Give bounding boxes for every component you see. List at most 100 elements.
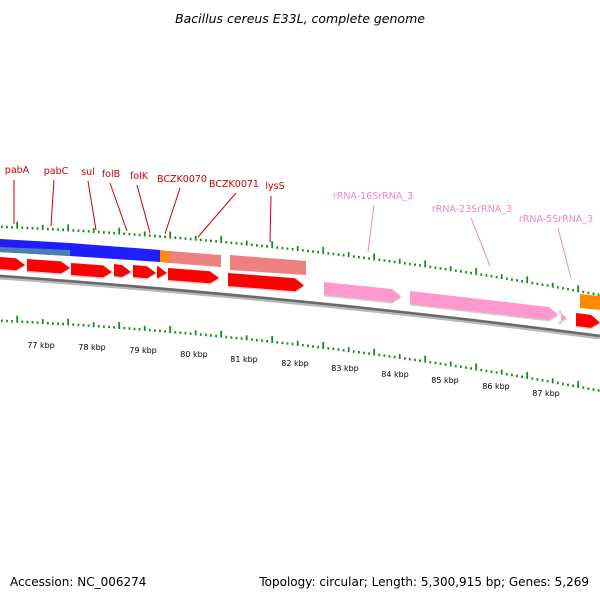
inner-tick [11, 320, 13, 323]
outer-tick [577, 285, 580, 293]
inner-tick [67, 318, 70, 326]
outer-tick [240, 242, 243, 246]
outer-tick [460, 270, 462, 273]
outer-tick [286, 247, 289, 250]
inner-tick [36, 321, 39, 324]
cds-arrow [71, 263, 112, 279]
outer-tick [97, 230, 100, 234]
inner-tick [490, 370, 493, 373]
inner-tick [87, 324, 90, 327]
outer-tick [521, 279, 523, 283]
outer-tick [6, 225, 8, 229]
cog-block-salmon-2 [230, 255, 306, 275]
cds-arrow [114, 264, 131, 279]
outer-tick [444, 267, 447, 271]
outer-tick [317, 250, 319, 254]
outer-tick [26, 226, 29, 230]
outer-tick [199, 238, 202, 242]
feature-label: pabA [5, 165, 30, 176]
inner-tick [572, 384, 574, 388]
inner-tick [296, 340, 299, 346]
scale-label: 87 kbp [532, 389, 560, 398]
outer-tick [490, 274, 493, 278]
inner-tick [577, 380, 580, 388]
outer-tick [332, 252, 335, 256]
outer-tick [347, 252, 350, 258]
scale-label: 79 kbp [129, 346, 157, 355]
outer-tick [179, 236, 182, 240]
inner-tick [312, 345, 314, 348]
inner-tick [485, 369, 488, 373]
inner-tick [393, 355, 396, 359]
outer-tick [312, 250, 314, 253]
outer-tick [62, 228, 64, 232]
inner-tick [235, 336, 238, 340]
inner-tick [220, 330, 223, 338]
inner-tick [92, 322, 95, 328]
inner-tick [199, 333, 202, 336]
feature-label: folB [102, 169, 120, 180]
scale-label: 86 kbp [482, 382, 510, 391]
label-leader-line [197, 192, 237, 238]
outer-tick [215, 240, 217, 243]
inner-tick [169, 326, 172, 334]
feature-label: lysS [265, 181, 284, 192]
inner-tick [454, 364, 457, 368]
inner-tick [582, 386, 585, 389]
accession-text: Accession: NC_006274 [10, 575, 147, 589]
outer-tick [414, 263, 416, 266]
scale-label: 77 kbp [27, 341, 55, 350]
cog-block-steel [0, 247, 70, 256]
inner-tick [409, 357, 411, 361]
rrna-arrow-16s [324, 282, 401, 304]
outer-tick [495, 275, 498, 279]
outer-tick [31, 226, 34, 230]
outer-tick [169, 231, 172, 239]
outer-tick [352, 255, 355, 258]
outer-tick [148, 234, 151, 237]
outer-tick [398, 258, 401, 264]
feature-labels: pabA pabC sul folB folK BCZK0070 BCZK0071 lysS r… [5, 165, 593, 279]
inner-tick [77, 323, 80, 327]
outer-tick [587, 291, 590, 295]
outer-tick [133, 233, 136, 236]
inner-tick [480, 368, 483, 372]
inner-tick [245, 335, 248, 341]
inner-tick [179, 331, 182, 334]
outer-tick [546, 284, 549, 287]
feature-arrows [0, 257, 600, 330]
inner-tick [52, 322, 54, 325]
inner-tick [500, 369, 503, 375]
scale-label: 80 kbp [180, 350, 208, 359]
outer-tick [46, 227, 49, 231]
feature-label: pabC [44, 166, 69, 177]
inner-tick [505, 372, 508, 376]
outer-tick [113, 231, 115, 235]
outer-tick [531, 281, 534, 285]
outer-tick [291, 247, 294, 251]
inner-tick [592, 388, 595, 391]
inner-tick [398, 354, 401, 360]
inner-tick [261, 339, 263, 342]
rrna-arrow-23s [410, 291, 558, 322]
inner-tick [164, 330, 166, 333]
outer-tick [281, 246, 284, 250]
outer-tick [220, 236, 223, 244]
outer-tick [592, 292, 595, 296]
outer-tick [470, 271, 472, 275]
inner-tick [31, 321, 34, 324]
outer-tick [301, 249, 304, 252]
outer-tick [87, 230, 90, 233]
cds-arrow [27, 259, 70, 275]
outer-tick [128, 232, 131, 236]
outer-tick [230, 241, 233, 245]
inner-tick [388, 355, 391, 358]
rrna-arrow-5s [558, 310, 567, 325]
inner-tick [327, 347, 330, 350]
cds-arrow [576, 313, 600, 330]
outer-tick [429, 265, 432, 269]
inner-tick [460, 365, 462, 369]
genome-title: Bacillus cereus E33L, complete genome [175, 11, 425, 26]
outer-tick [174, 236, 177, 239]
